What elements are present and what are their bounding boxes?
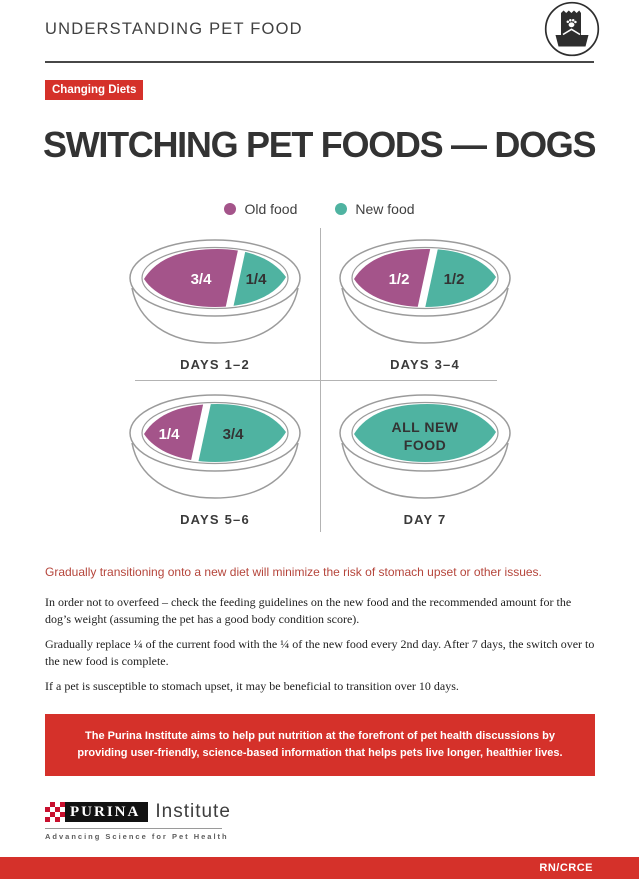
bowl-label: DAYS 1–2	[180, 357, 250, 372]
mission-highlight-box: The Purina Institute aims to help put nu…	[45, 714, 595, 776]
bowl-diagram-days-3-4: 1/2 1/2	[335, 236, 515, 353]
bowl-diagram-day-7: ALL NEW FOOD	[335, 391, 515, 508]
new-food-dot-icon	[335, 203, 348, 215]
bottom-bar: RN/CRCE	[0, 857, 639, 879]
purina-wordmark: PURINA	[70, 803, 141, 820]
bowl-day-7: ALL NEW FOOD DAY 7	[320, 380, 530, 535]
svg-text:1/2: 1/2	[389, 271, 410, 288]
svg-text:3/4: 3/4	[191, 271, 213, 288]
svg-text:FOOD: FOOD	[404, 437, 446, 453]
institute-wordmark: Institute	[155, 801, 231, 822]
bowl-diagram-days-5-6: 1/4 3/4	[125, 391, 305, 508]
legend-item-new-food: New food	[335, 201, 415, 217]
old-food-dot-icon	[224, 203, 237, 215]
grid-horizontal-divider	[135, 379, 497, 381]
svg-text:3/4: 3/4	[223, 426, 245, 443]
svg-text:1/2: 1/2	[444, 271, 465, 288]
callout-text: Gradually transitioning onto a new diet …	[45, 565, 542, 579]
legend-label-old-food: Old food	[244, 201, 298, 217]
highlight-line-1: The Purina Institute aims to help put nu…	[85, 730, 555, 742]
changing-diets-badge: Changing Diets	[45, 80, 144, 100]
purina-checkerboard-icon	[45, 802, 65, 822]
logo-divider	[45, 828, 222, 829]
bowl-days-1-2: 3/4 1/4 DAYS 1–2	[110, 225, 320, 380]
purina-wordmark-box: PURINA	[45, 802, 149, 822]
transition-diagram-grid: 3/4 1/4 DAYS 1–2 1/2 1/2 DAYS 3–4	[110, 225, 530, 535]
bowl-label: DAY 7	[403, 512, 447, 527]
body-paragraph-1: In order not to overfeed – check the fee…	[45, 595, 572, 627]
bowl-diagram-days-1-2: 3/4 1/4	[125, 236, 305, 353]
pet-food-bag-bowl-icon	[544, 1, 600, 62]
purina-institute-logo: PURINA Institute Advancing Science for P…	[45, 801, 231, 841]
page-title: SWITCHING PET FOODS — DOGS	[43, 124, 597, 165]
legend: Old food New food	[0, 201, 639, 217]
bowl-days-5-6: 1/4 3/4 DAYS 5–6	[110, 380, 320, 535]
logo-tagline: Advancing Science for Pet Health	[45, 832, 229, 841]
svg-text:1/4: 1/4	[159, 426, 181, 443]
document-code: RN/CRCE	[539, 862, 593, 874]
body-text: In order not to overfeed – check the fee…	[45, 594, 597, 702]
legend-item-old-food: Old food	[224, 201, 297, 217]
svg-text:ALL NEW: ALL NEW	[391, 419, 458, 435]
bowl-label: DAYS 3–4	[390, 357, 460, 372]
header-divider	[45, 61, 594, 63]
bowl-days-3-4: 1/2 1/2 DAYS 3–4	[320, 225, 530, 380]
svg-text:1/4: 1/4	[246, 271, 268, 288]
body-paragraph-3: If a pet is susceptible to stomach upset…	[45, 678, 459, 693]
page-header: UNDERSTANDING PET FOOD	[45, 20, 303, 38]
bowl-label: DAYS 5–6	[180, 512, 250, 527]
legend-label-new-food: New food	[355, 201, 415, 217]
body-paragraph-2: Gradually replace ¼ of the current food …	[45, 636, 595, 669]
highlight-line-2: providing user-friendly, science-based i…	[77, 747, 563, 760]
